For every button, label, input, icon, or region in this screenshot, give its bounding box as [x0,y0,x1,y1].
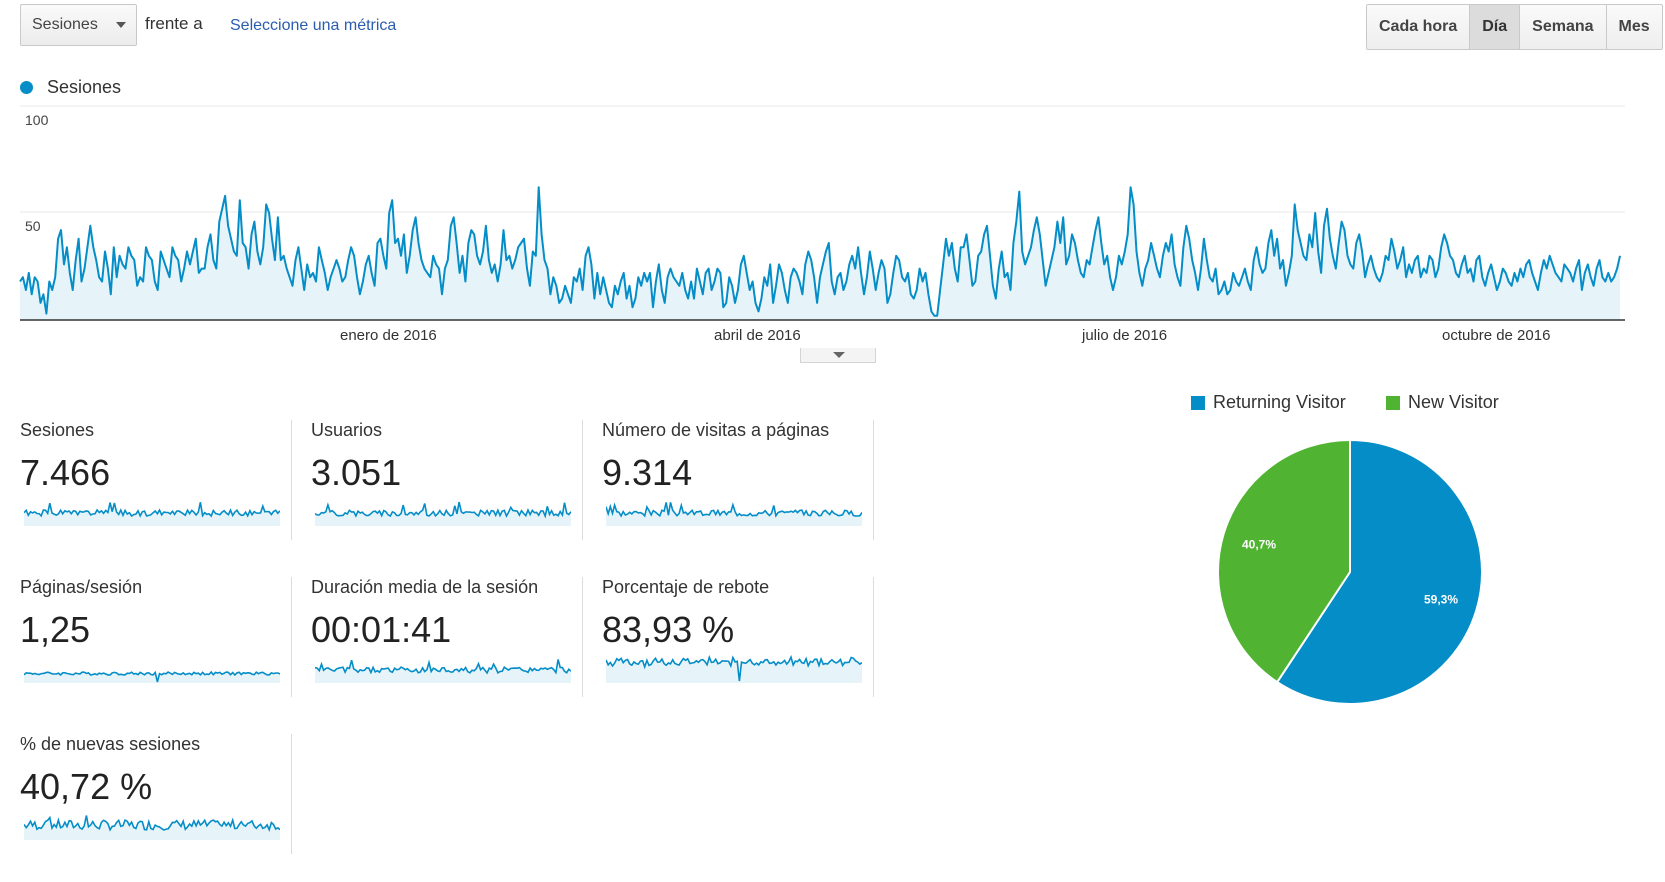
x-tick-enero: enero de 2016 [340,327,437,344]
sparkline [315,501,571,526]
x-tick-julio: julio de 2016 [1082,327,1168,344]
period-selector: Cada hora Día Semana Mes [1366,4,1663,50]
metric-title: Porcentaje de rebote [602,577,770,597]
series-legend-dot [20,81,33,94]
metric-value: 3.051 [311,452,402,493]
period-week-button[interactable]: Semana [1519,5,1606,49]
sparkline-line [315,501,571,519]
metric-card-avg-duration: Duración media de la sesión 00:01:41 [311,577,583,697]
metric-title: Usuarios [311,420,383,440]
sparkline-fill [24,815,280,840]
select-metric-link[interactable]: Seleccione una métrica [230,17,397,34]
chevron-down-icon [833,352,845,358]
metric-value: 00:01:41 [311,609,452,650]
versus-label: frente a [145,14,203,33]
metric-value: 40,72 % [20,766,153,807]
metric-title: Número de visitas a páginas [602,420,830,440]
series-legend-label: Sesiones [47,77,122,97]
metric-select-value: Sesiones [32,16,98,33]
sparkline-fill [315,659,571,683]
metric-select[interactable]: Sesiones [20,4,137,46]
sparkline-line [606,655,862,682]
x-tick-octubre: octubre de 2016 [1442,327,1551,344]
period-month-button[interactable]: Mes [1605,5,1662,49]
sparkline-fill [606,657,862,683]
sparkline [315,659,571,683]
sparkline [606,655,862,683]
legend-swatch-new [1386,396,1400,410]
period-hourly-button[interactable]: Cada hora [1367,5,1470,49]
metric-value: 83,93 % [602,609,735,650]
series-line [19,186,1621,317]
metric-value: 9.314 [602,452,693,493]
sparkline-fill [24,672,280,683]
pie-slice-returning-visitor[interactable] [1275,438,1483,705]
metric-value: 1,25 [20,609,91,650]
sparkline-line [24,815,280,832]
legend-new-visitor[interactable]: New Visitor [1408,392,1499,412]
y-tick-50: 50 [25,218,41,234]
metric-title: Sesiones [20,420,95,440]
metric-title: Duración media de la sesión [311,577,539,597]
sparkline-line [315,659,571,675]
pie-label-returning: 59,3% [1424,592,1458,606]
visitor-type-pie-chart: 59,3% 40,7% [1216,438,1483,705]
metric-card-pageviews: Número de visitas a páginas 9.314 [602,420,874,540]
metric-card-new-sessions: % de nuevas sesiones 40,72 % [20,734,292,854]
sparkline-line [606,502,862,518]
metric-title: % de nuevas sesiones [20,734,201,754]
metric-card-users: Usuarios 3.051 [311,420,583,540]
sparkline [24,815,280,840]
sparkline [24,670,280,683]
y-tick-100: 100 [25,112,49,128]
legend-swatch-returning [1191,396,1205,410]
chevron-down-icon [116,22,126,28]
sparkline-line [24,502,280,518]
x-tick-abril: abril de 2016 [714,327,801,344]
sparkline-fill [315,502,571,526]
sessions-area-chart [19,105,1625,321]
area-fill [20,187,1620,320]
metric-card-sessions: Sesiones 7.466 [20,420,292,540]
metric-title: Páginas/sesión [20,577,143,597]
metric-card-bounce-rate: Porcentaje de rebote 83,93 % [602,577,874,697]
period-day-button[interactable]: Día [1469,5,1520,49]
sparkline [606,502,862,526]
metric-card-pages-per-session: Páginas/sesión 1,25 [20,577,292,697]
sparkline [24,502,280,526]
pie-label-new: 40,7% [1242,538,1276,552]
collapse-chart-toggle[interactable] [800,348,876,363]
pie-slice-new-visitor[interactable] [1216,438,1351,684]
legend-returning-visitor[interactable]: Returning Visitor [1213,392,1346,412]
sparkline-line [24,670,280,683]
metric-value: 7.466 [20,452,111,493]
